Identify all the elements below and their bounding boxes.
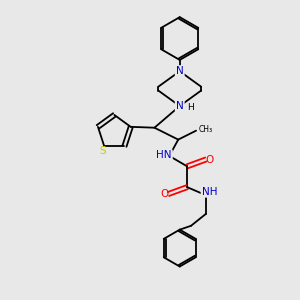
Text: NH: NH [202, 187, 217, 196]
Text: HN: HN [156, 150, 172, 161]
Text: CH₃: CH₃ [198, 125, 213, 134]
Text: N: N [176, 66, 184, 76]
Text: O: O [205, 154, 214, 164]
Text: N: N [176, 101, 184, 111]
Text: S: S [99, 146, 106, 156]
Text: H: H [187, 103, 194, 112]
Text: O: O [161, 189, 169, 199]
